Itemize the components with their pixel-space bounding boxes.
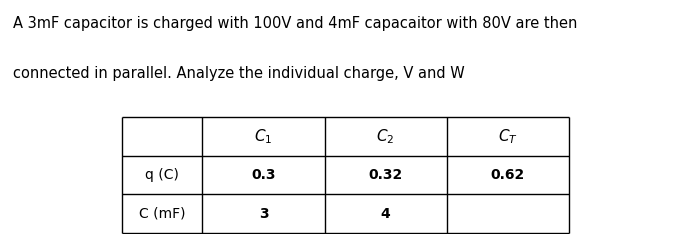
Text: $C_2$: $C_2$: [376, 127, 395, 146]
Text: 0.32: 0.32: [369, 168, 403, 182]
Text: 0.3: 0.3: [251, 168, 276, 182]
Text: 3: 3: [259, 207, 268, 220]
Text: A 3mF capacitor is charged with 100V and 4mF capacaitor with 80V are then: A 3mF capacitor is charged with 100V and…: [13, 16, 577, 31]
Text: connected in parallel. Analyze the individual charge, V and W: connected in parallel. Analyze the indiv…: [13, 66, 464, 80]
Text: $C_1$: $C_1$: [254, 127, 273, 146]
Text: q (C): q (C): [145, 168, 179, 182]
Text: C (mF): C (mF): [139, 207, 186, 220]
Text: 4: 4: [381, 207, 390, 220]
Text: 0.62: 0.62: [491, 168, 525, 182]
Text: $C_T$: $C_T$: [498, 127, 518, 146]
